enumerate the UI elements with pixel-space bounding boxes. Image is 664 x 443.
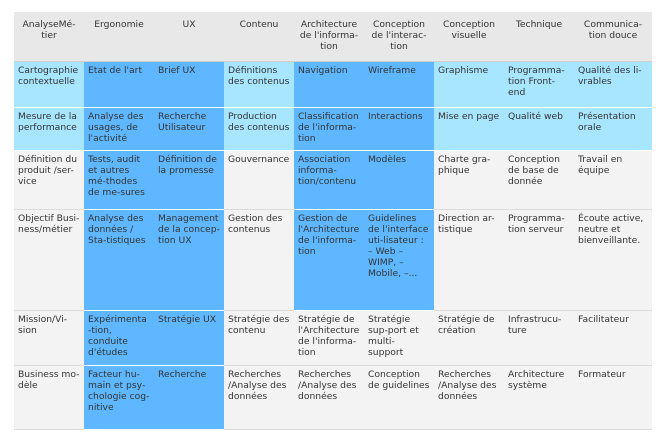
table-cell: Programma-tion Front-end bbox=[504, 62, 574, 108]
table-cell: Recherches /Analyse des données bbox=[224, 366, 294, 430]
table-cell: Conception de guidelines bbox=[364, 366, 434, 430]
table-cell: Formateur bbox=[574, 366, 652, 430]
table-cell: Gestion de l'Architecture de l'informa-t… bbox=[294, 210, 364, 311]
table-cell: Guidelines de l'interface uti-lisateur :… bbox=[364, 210, 434, 311]
table-cell: Modèles bbox=[364, 151, 434, 210]
table-cell: Conception de base de donnée bbox=[504, 151, 574, 210]
skills-table: AnalyseMé-tier Ergonomie UX Contenu Arch… bbox=[14, 12, 652, 430]
table-cell: Définition du produit /ser-vice bbox=[14, 151, 84, 210]
column-header-communication: Communica-tion douce bbox=[574, 12, 652, 62]
table-cell: Mise en page bbox=[434, 108, 504, 151]
table-cell: Classification de l'informa-tion bbox=[294, 108, 364, 151]
table-cell: Charte gra-phique bbox=[434, 151, 504, 210]
table-cell: Stratégie de création bbox=[434, 311, 504, 366]
column-header-architecture: Architecture de l'informa-tion bbox=[294, 12, 364, 62]
table-cell: Architecture système bbox=[504, 366, 574, 430]
table-cell: Association informa-tion/contenu bbox=[294, 151, 364, 210]
table-cell: Qualité web bbox=[504, 108, 574, 151]
table-cell: Stratégie UX bbox=[154, 311, 224, 366]
table-cell: Objectif Busi-ness/métier bbox=[14, 210, 84, 311]
table-cell: Management de la concep-tion UX bbox=[154, 210, 224, 311]
table-cell: Mesure de la performance bbox=[14, 108, 84, 151]
column-header-contenu: Contenu bbox=[224, 12, 294, 62]
table-cell: Tests, audit et autres mé-thodes de me-s… bbox=[84, 151, 154, 210]
table-cell: Facteur hu-main et psy-chologie cog-niti… bbox=[84, 366, 154, 430]
table-cell: Infrastrucu-ture bbox=[504, 311, 574, 366]
table-cell: Analyse des données / Sta-tistiques bbox=[84, 210, 154, 311]
table-cell: Direction ar-tistique bbox=[434, 210, 504, 311]
column-header-ux: UX bbox=[154, 12, 224, 62]
column-header-conception-visuelle: Conception visuelle bbox=[434, 12, 504, 62]
table-cell: Gouvernance bbox=[224, 151, 294, 210]
table-cell: Recherche bbox=[154, 366, 224, 430]
table-cell: Qualité des li-vrables bbox=[574, 62, 652, 108]
table-cell: Facilitateur bbox=[574, 311, 652, 366]
table-cell: Business mo-dèle bbox=[14, 366, 84, 430]
column-header-analyse-metier: AnalyseMé-tier bbox=[14, 12, 84, 62]
table-cell: Stratégie sup-port et multi-support bbox=[364, 311, 434, 366]
table-cell: Recherches /Analyse des données bbox=[294, 366, 364, 430]
table-cell: Recherches /Analyse des données bbox=[434, 366, 504, 430]
table-cell: Recherche Utilisateur bbox=[154, 108, 224, 151]
table-cell: Définition de la promesse bbox=[154, 151, 224, 210]
table-cell: Etat de l'art bbox=[84, 62, 154, 108]
table-cell: Cartographie contextuelle bbox=[14, 62, 84, 108]
column-header-ergonomie: Ergonomie bbox=[84, 12, 154, 62]
table-cell: Wireframe bbox=[364, 62, 434, 108]
table-cell: Expérimenta-tion, conduite d'études bbox=[84, 311, 154, 366]
table-cell: Stratégie de l'Architecture de l'informa… bbox=[294, 311, 364, 366]
table-cell: Écoute active, neutre et bienveillante. bbox=[574, 210, 652, 311]
table-cell: Programma-tion serveur bbox=[504, 210, 574, 311]
table-cell: Navigation bbox=[294, 62, 364, 108]
table-cell: Brief UX bbox=[154, 62, 224, 108]
table-cell: Stratégie des contenu bbox=[224, 311, 294, 366]
table-cell: Graphisme bbox=[434, 62, 504, 108]
table-cell: Gestion des contenus bbox=[224, 210, 294, 311]
table-cell: Analyse des usages, de l'activité bbox=[84, 108, 154, 151]
table-cell: Travail en équipe bbox=[574, 151, 652, 210]
table-cell: Présentation orale bbox=[574, 108, 652, 151]
table-cell: Définitions des contenus bbox=[224, 62, 294, 108]
table-cell: Mission/Vi-sion bbox=[14, 311, 84, 366]
table-cell: Production des contenus bbox=[224, 108, 294, 151]
column-header-technique: Technique bbox=[504, 12, 574, 62]
table-cell: Interactions bbox=[364, 108, 434, 151]
column-header-conception-interaction: Conception de l'interac-tion bbox=[364, 12, 434, 62]
